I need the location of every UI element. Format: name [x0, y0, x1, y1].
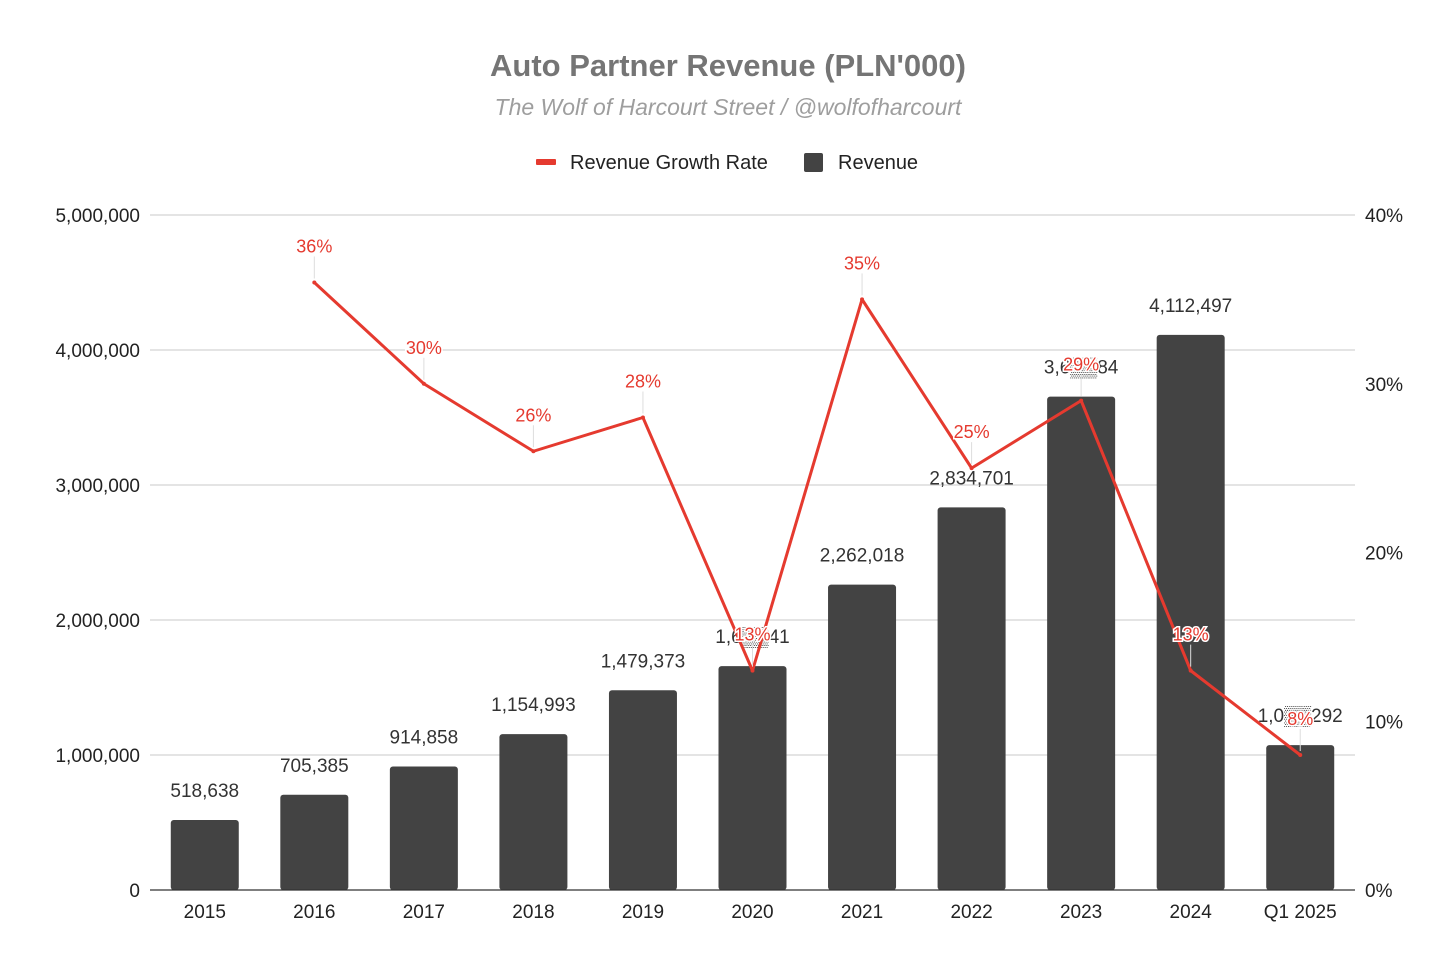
- left-axis: 0 1,000,000 2,000,000 3,000,000 4,000,000 5,0…: [55, 206, 140, 902]
- growth-point: [860, 297, 865, 302]
- growth-point: [312, 280, 317, 285]
- revenue-labels: 518,638 705,385 914,858 1,154,993 1,479,373 1…: [170, 296, 1342, 802]
- left-tick-label: 2,000,000: [55, 611, 140, 632]
- right-tick-label: 40%: [1365, 206, 1403, 227]
- growth-series-line: [312, 281, 1302, 757]
- x-tick-label: 2020: [731, 902, 773, 923]
- revenue-value-label: 4,112,497: [1149, 296, 1232, 317]
- growth-value-label: 13%: [734, 625, 770, 645]
- right-tick-label: 20%: [1365, 544, 1403, 565]
- x-tick-label: 2016: [293, 902, 335, 923]
- chart-title: Auto Partner Revenue (PLN'000): [490, 48, 966, 83]
- growth-value-label: 29%: [1063, 355, 1099, 375]
- revenue-value-label: 1,154,993: [491, 695, 576, 716]
- growth-value-label: 13%: [1173, 625, 1209, 645]
- revenue-bars: [170, 334, 1335, 891]
- growth-value-label: 30%: [406, 338, 442, 358]
- revenue-value-label: 518,638: [170, 781, 239, 802]
- growth-point: [1298, 753, 1303, 757]
- growth-value-label: 36%: [296, 237, 332, 257]
- right-axis: 0% 10% 20% 30% 40%: [1365, 206, 1403, 902]
- revenue-value-label: 705,385: [280, 756, 349, 777]
- x-tick-label: 2015: [184, 902, 226, 923]
- revenue-value-label: 2,834,701: [929, 468, 1014, 489]
- x-axis: 2015 2016 2017 2018 2019 2020 2021 2022 2023 2024…: [184, 902, 1337, 923]
- revenue-value-label: 2,262,018: [820, 546, 905, 567]
- growth-point: [750, 668, 755, 673]
- left-tick-label: 0: [129, 881, 140, 902]
- left-tick-label: 4,000,000: [55, 341, 140, 362]
- x-tick-label: 2023: [1060, 902, 1102, 923]
- legend: Revenue Growth Rate Revenue: [536, 152, 918, 174]
- revenue-bar: [280, 794, 349, 890]
- growth-labels: 36% 30% 26% 28% 13% 35% 25% 29% 13% 8%: [295, 235, 1315, 751]
- x-tick-label: 2024: [1170, 902, 1213, 923]
- revenue-value-label: 3,6▒▒84: [1044, 358, 1119, 379]
- left-tick-label: 1,000,000: [55, 746, 140, 767]
- revenue-bar: [389, 766, 458, 890]
- left-tick-label: 5,000,000: [55, 206, 140, 227]
- growth-value-label: 25%: [954, 422, 990, 442]
- revenue-value-label: 1,0▒▒292: [1258, 706, 1343, 727]
- revenue-bar: [1047, 396, 1116, 890]
- left-tick-label: 3,000,000: [55, 476, 140, 497]
- x-tick-label: 2018: [512, 902, 554, 923]
- growth-value-label: 26%: [515, 405, 551, 425]
- revenue-bar: [608, 690, 677, 890]
- x-tick-label: 2019: [622, 902, 664, 923]
- x-tick-label: 2017: [403, 902, 445, 923]
- chart-subtitle: The Wolf of Harcourt Street / @wolfofhar…: [495, 94, 964, 120]
- legend-growth-marker: [536, 159, 556, 165]
- gridlines: [150, 214, 1355, 756]
- revenue-bar: [937, 507, 1006, 890]
- legend-growth-label: Revenue Growth Rate: [570, 152, 768, 174]
- revenue-bar: [1266, 745, 1335, 890]
- right-tick-label: 0%: [1365, 881, 1393, 902]
- x-tick-label: Q1 2025: [1264, 902, 1337, 923]
- growth-value-label: 8%: [1287, 709, 1313, 729]
- revenue-bar: [170, 819, 239, 890]
- legend-revenue-label: Revenue: [838, 152, 918, 174]
- x-tick-label: 2022: [950, 902, 992, 923]
- growth-point: [640, 415, 645, 420]
- revenue-bar: [828, 584, 897, 890]
- revenue-bar: [718, 666, 787, 890]
- revenue-bar: [499, 734, 568, 890]
- growth-point: [531, 449, 536, 454]
- right-tick-label: 30%: [1365, 375, 1403, 396]
- legend-revenue-marker: [804, 153, 823, 172]
- growth-value-label: 28%: [625, 372, 661, 392]
- revenue-value-label: 1,6▒▒41: [715, 627, 789, 648]
- revenue-value-label: 914,858: [390, 727, 459, 748]
- growth-point: [421, 381, 426, 386]
- growth-point: [969, 466, 974, 471]
- growth-line: [312, 280, 1303, 757]
- revenue-bar: [1156, 334, 1225, 891]
- growth-point: [1079, 398, 1084, 403]
- growth-point: [1188, 668, 1193, 673]
- growth-value-label: 35%: [844, 253, 880, 273]
- right-tick-label: 10%: [1365, 712, 1403, 733]
- revenue-value-label: 1,479,373: [601, 651, 686, 672]
- x-tick-label: 2021: [841, 902, 883, 923]
